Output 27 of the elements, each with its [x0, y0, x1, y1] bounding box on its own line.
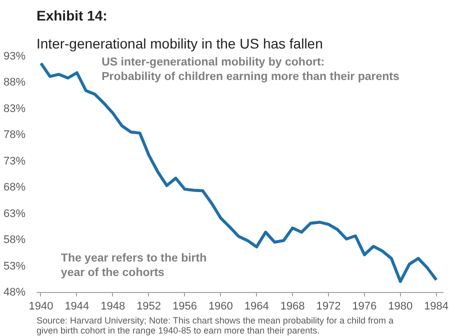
y-tick-label: 78% [3, 129, 26, 142]
annotation: US inter-generational mobility by cohort: Probability of children earning more than their parents [102, 56, 400, 83]
y-tick-label: 68% [3, 182, 26, 194]
y-tick-label: 48% [3, 286, 26, 298]
x-tick-label: 1976 [352, 300, 377, 312]
x-tick-label: 1980 [388, 300, 413, 312]
source-note: Source: Harvard University; Note: This chart shows the mean probability for a child from a given birth cohort in the range 1940-85 to earn more than their parents. [36, 316, 394, 336]
x-tick-label: 1940 [28, 300, 54, 312]
x-tick-label: 1952 [136, 300, 162, 312]
x-tick-label: 1964 [244, 300, 269, 312]
x-tick-label: 1972 [316, 300, 341, 312]
y-tick-label: 53% [3, 260, 26, 272]
y-tick-label: 63% [3, 208, 26, 220]
x-tick-label: 1956 [172, 300, 197, 312]
x-tick-label: 1948 [100, 300, 126, 312]
y-tick-label: 83% [3, 102, 26, 115]
y-tick-label: 73% [3, 155, 26, 168]
y-tick-label: 93% [3, 50, 26, 62]
annotation: The year refers to the birth year of the cohorts [60, 252, 207, 279]
chart-subtitle: Inter-generational mobility in the US has fallen [36, 36, 323, 52]
x-tick-label: 1968 [280, 300, 305, 312]
y-tick-label: 88% [3, 76, 26, 89]
x-tick-label: 1984 [424, 300, 449, 312]
chart-title: Exhibit 14: [36, 8, 108, 24]
x-tick-label: 1944 [64, 300, 90, 312]
x-tick-label: 1960 [208, 300, 233, 312]
y-tick-label: 58% [3, 234, 26, 246]
